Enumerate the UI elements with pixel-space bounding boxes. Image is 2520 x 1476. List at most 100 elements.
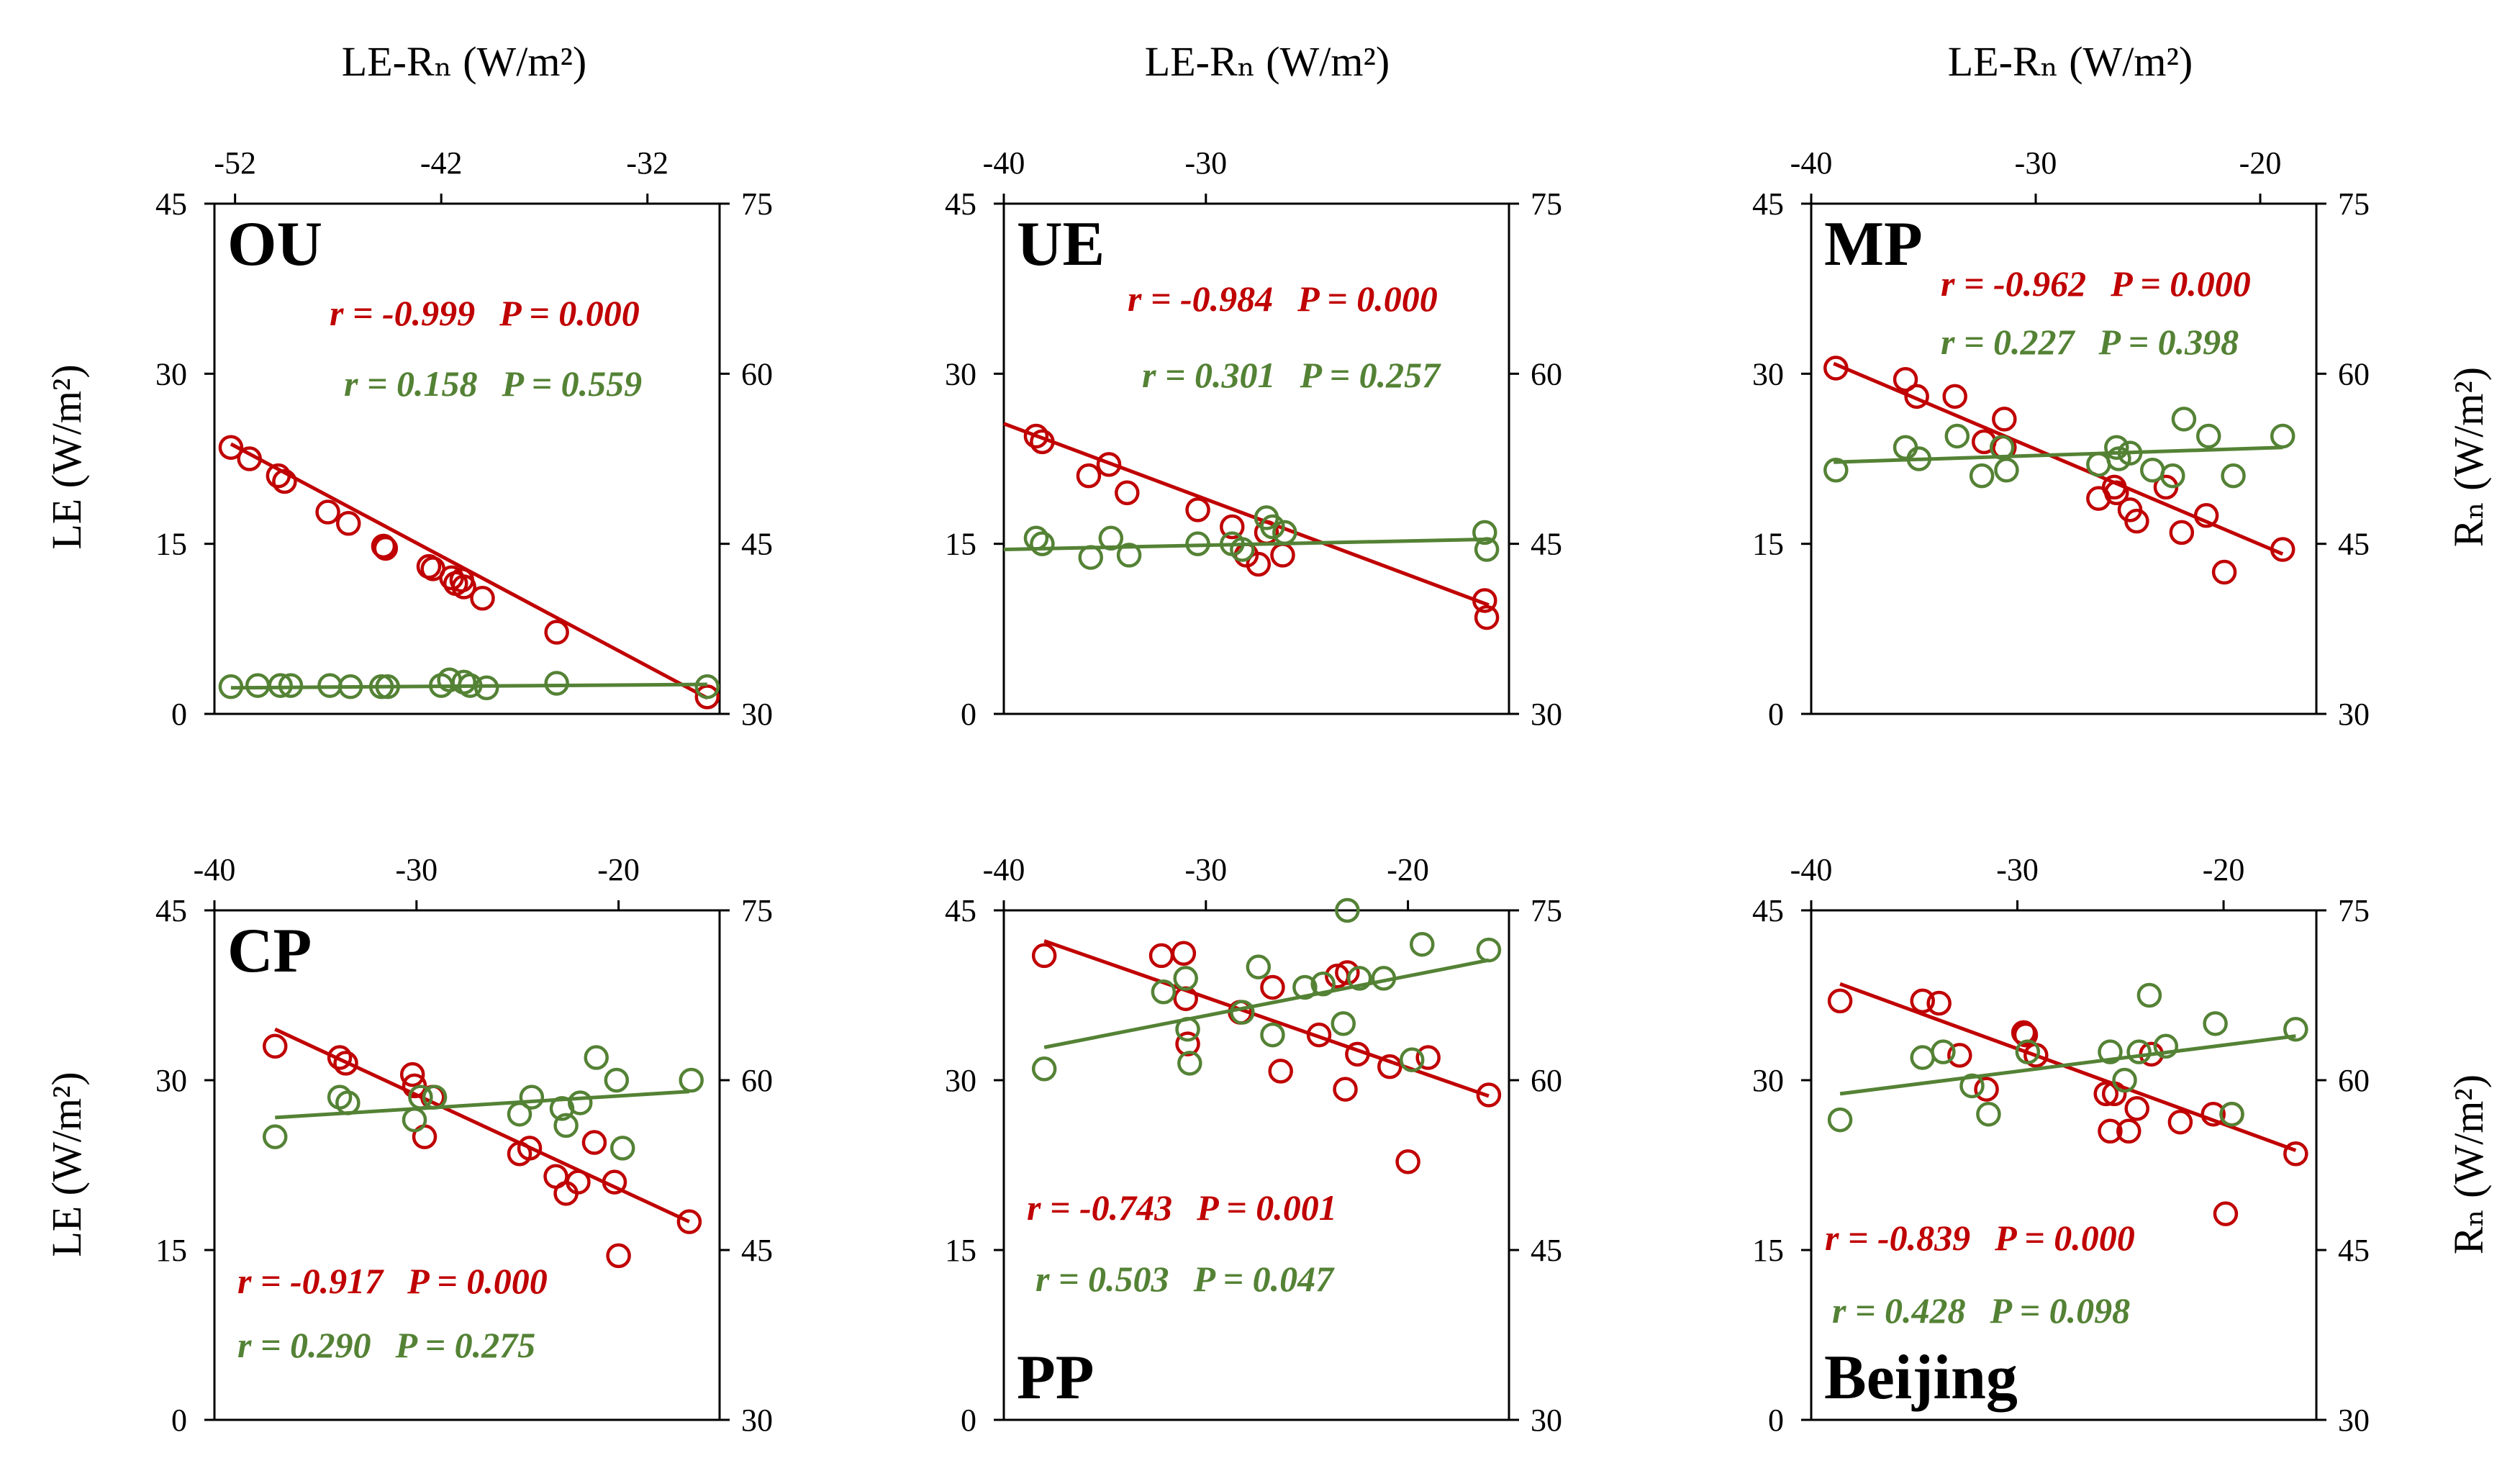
right-y-axis-title-bottom: Rₙ (W/m²) [2445, 1074, 2492, 1254]
le-point [327, 1045, 353, 1070]
x-tick-label: -40 [1790, 852, 1833, 887]
le-point [272, 468, 297, 494]
le-correlation-stat: r = -0.984 P = 0.000 [1128, 279, 1438, 319]
le-point [2270, 537, 2295, 562]
le-correlation-stat: r = -0.962 P = 0.000 [1941, 263, 2251, 304]
rn-point [1976, 1101, 2001, 1127]
y-tick-label: 45 [155, 186, 187, 222]
rn-point [408, 1085, 433, 1110]
y2-tick-label: 60 [1531, 1063, 1562, 1098]
le-point [1942, 384, 1967, 409]
le-point [1472, 588, 1497, 613]
rn-point [584, 1045, 609, 1070]
y2-tick-label: 75 [741, 893, 773, 928]
rn-correlation-stat: r = 0.227 P = 0.398 [1941, 322, 2239, 362]
x-tick-label: -20 [597, 852, 640, 887]
y-tick-label: 45 [1752, 186, 1784, 222]
le-point [1926, 990, 1952, 1016]
le-point [1031, 943, 1057, 969]
p-value: P = 0.559 [501, 363, 642, 404]
left-y-axis-title-bottom: LE (W/m²) [43, 1072, 90, 1257]
le-point [581, 1130, 607, 1155]
panel-beijing: -40 -30 -20 0 15 30 45 30 45 60 75 Beijing r = -0.83… [1752, 852, 2370, 1438]
y-tick-label: 15 [945, 1233, 976, 1268]
p-value: P = 0.000 [1994, 1218, 2135, 1258]
y2-tick-label: 30 [2338, 697, 2370, 732]
rn-point [1335, 897, 1360, 923]
plot-frame [1002, 909, 1510, 1421]
plot-frame [1810, 909, 2318, 1421]
y2-tick-label: 45 [1531, 1233, 1562, 1268]
rn-point [1399, 1047, 1425, 1072]
y-tick-label: 15 [945, 527, 976, 562]
r-value: r = 0.301 [1142, 355, 1275, 395]
y-tick-label: 30 [945, 356, 976, 391]
le-point [2283, 1141, 2308, 1167]
r-value: r = 0.158 [344, 363, 477, 404]
le-point [2093, 1081, 2118, 1107]
panel-pp: -40 -30 -20 0 15 30 45 30 45 60 75 PP r = -0.743 P = … [945, 852, 1562, 1438]
x-tick-label: -40 [983, 852, 1025, 887]
rn-fit-line [230, 682, 707, 690]
rn-point [1827, 1107, 1853, 1133]
x-tick-label: -30 [395, 852, 438, 887]
rn-point [679, 1067, 704, 1093]
p-value: P = 0.001 [1196, 1187, 1337, 1228]
rn-point [1931, 1039, 1956, 1064]
x-tick-label: -40 [194, 852, 236, 887]
rn-correlation-stat: r = 0.301 P = 0.257 [1142, 355, 1441, 395]
panel-label: UE [1017, 209, 1105, 279]
le-point [1395, 1149, 1420, 1174]
rn-point [2117, 440, 2143, 466]
y-tick-label: 0 [171, 697, 187, 732]
panel-ou: -52 -42 -32 0 15 30 45 30 45 60 75 OUr = -0.999 P = … [155, 145, 773, 732]
y-tick-label: 15 [155, 1233, 187, 1268]
le-point [517, 1136, 543, 1161]
le-point [371, 533, 396, 559]
rn-point [567, 1090, 593, 1115]
y-tick-label: 0 [171, 1403, 187, 1438]
rn-point [245, 673, 271, 698]
rn-point [1959, 1073, 1985, 1099]
rn-point [473, 675, 499, 701]
rn-point [1175, 1016, 1200, 1042]
y-tick-label: 30 [945, 1063, 976, 1098]
x-tick-label: -30 [1184, 145, 1227, 181]
rn-point [1030, 531, 1055, 556]
y2-tick-label: 75 [1531, 186, 1562, 222]
le-correlation-stat: r = -0.839 P = 0.000 [1825, 1218, 2135, 1258]
le-point [1268, 1059, 1293, 1084]
y-tick-label: 15 [155, 527, 187, 562]
y2-tick-label: 60 [741, 1063, 773, 1098]
plot-frame [213, 202, 721, 715]
le-fit-line [1833, 361, 2284, 556]
le-point [262, 1033, 288, 1059]
rn-point [1893, 435, 1918, 460]
rn-point [1910, 1045, 1935, 1070]
rn-point [1230, 1000, 1255, 1025]
le-point [1148, 943, 1174, 969]
y-tick-label: 45 [945, 893, 976, 928]
x-tick-label: -52 [214, 145, 256, 181]
rn-correlation-stat: r = 0.158 P = 0.559 [344, 363, 642, 404]
le-point [2211, 559, 2237, 585]
le-point [1175, 1031, 1200, 1056]
le-point [1096, 452, 1122, 477]
panel-ue: -40 -30 0 15 30 45 30 45 60 75 UE r = -0.984 P = 0.0… [945, 145, 1562, 732]
y2-tick-label: 45 [2338, 1233, 2370, 1268]
panel-label: OU [227, 209, 322, 279]
rn-point [1331, 1011, 1356, 1036]
y-tick-label: 0 [1768, 1403, 1784, 1438]
p-value: P = 0.098 [1989, 1290, 2130, 1331]
rn-point [337, 674, 363, 699]
y-tick-label: 45 [155, 893, 187, 928]
rn-point [1116, 543, 1142, 568]
right-y-axis-title-top: Rₙ (W/m²) [2445, 367, 2492, 547]
le-point [2169, 520, 2195, 545]
rn-point [1031, 1056, 1057, 1082]
le-point [2116, 1118, 2141, 1144]
rn-point [1944, 423, 1970, 449]
le-fit-line [1043, 939, 1490, 1098]
rn-point [2098, 1039, 2123, 1064]
